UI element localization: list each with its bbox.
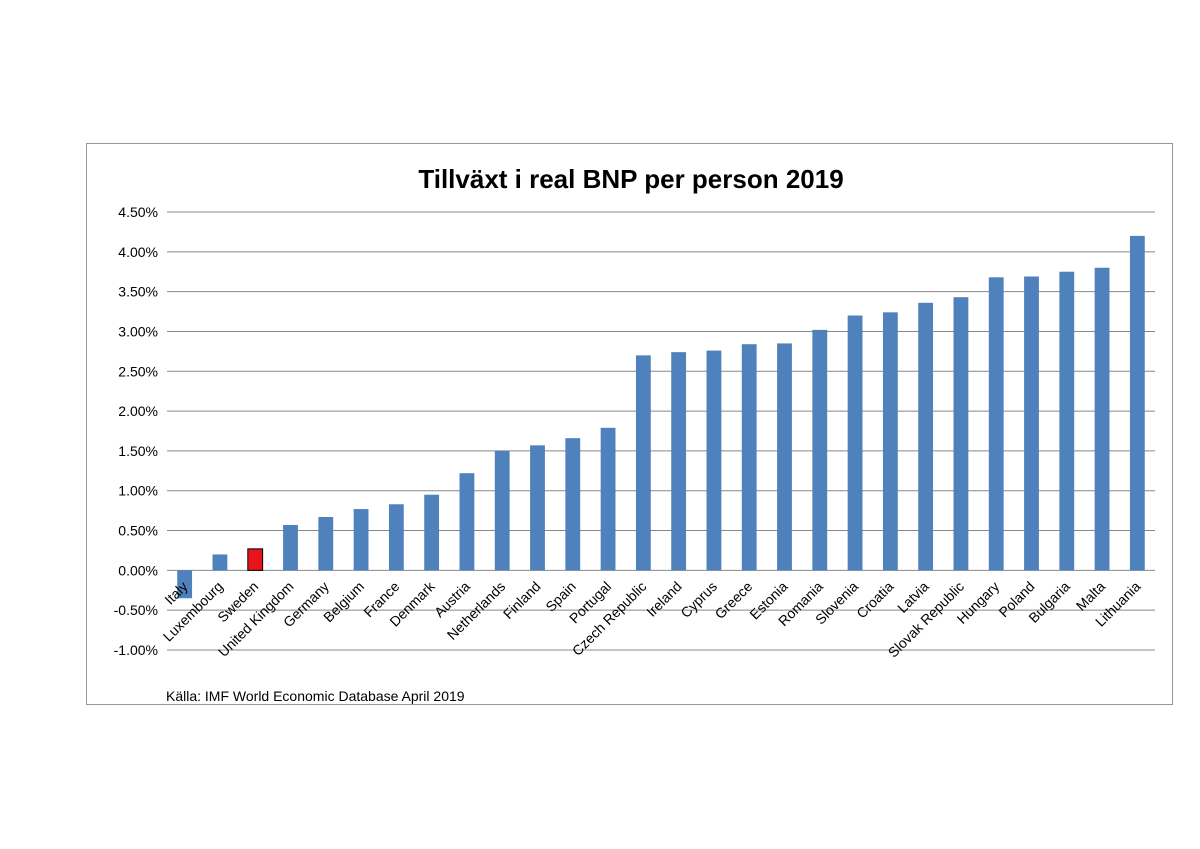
chart-title: Tillväxt i real BNP per person 2019 — [418, 164, 843, 194]
bar-bulgaria — [1059, 271, 1075, 571]
x-tick-label: Finland — [500, 578, 544, 622]
chart-frame: Tillväxt i real BNP per person 2019 -1.0… — [86, 143, 1173, 705]
y-tick-label: 4.00% — [118, 244, 158, 260]
y-tick-label: 1.00% — [118, 483, 158, 499]
x-tick-label: Ireland — [643, 578, 685, 620]
bar-germany — [318, 517, 334, 571]
bar-poland — [1024, 276, 1039, 571]
bar-lithuania — [1129, 235, 1145, 571]
y-tick-label: 3.00% — [118, 323, 158, 339]
bar-netherlands — [494, 450, 510, 571]
bar-estonia — [777, 343, 792, 571]
bar-portugal — [600, 427, 616, 571]
y-tick-label: 4.50% — [118, 204, 158, 220]
bar-slovak-republic — [953, 297, 969, 571]
bar-latvia — [918, 302, 934, 571]
bars — [177, 235, 1145, 599]
y-tick-label: 0.00% — [118, 562, 158, 578]
y-tick-label: 0.50% — [118, 523, 158, 539]
bar-greece — [741, 344, 757, 571]
bar-austria — [459, 473, 475, 571]
bar-france — [388, 504, 404, 571]
x-tick-label: Croatia — [853, 578, 896, 621]
bar-croatia — [882, 312, 898, 571]
x-tick-label: Greece — [712, 578, 756, 622]
bar-italy — [177, 570, 193, 599]
bar-belgium — [353, 509, 369, 571]
bar-czech-republic — [635, 355, 651, 571]
bar-finland — [530, 445, 545, 571]
y-tick-label: 2.00% — [118, 403, 158, 419]
y-tick-label: -1.00% — [114, 642, 158, 658]
bar-malta — [1094, 267, 1110, 571]
bar-romania — [812, 329, 828, 571]
source-note: Källa: IMF World Economic Database April… — [166, 688, 465, 704]
bar-hungary — [988, 277, 1004, 571]
bar-spain — [565, 438, 581, 571]
bar-united-kingdom — [283, 524, 298, 571]
y-tick-label: 1.50% — [118, 443, 158, 459]
y-tick-label: 2.50% — [118, 363, 158, 379]
bar-slovenia — [847, 315, 863, 571]
bar-luxembourg — [212, 554, 228, 571]
bar-sweden — [247, 548, 264, 571]
bar-denmark — [424, 494, 440, 571]
bar-chart: Tillväxt i real BNP per person 2019 -1.0… — [114, 164, 1155, 704]
x-tick-label: Cyprus — [677, 578, 720, 621]
bar-ireland — [671, 352, 687, 571]
y-axis-ticks: -1.00% -0.50% 0.00% 0.50% 1.00% 1.50% 2.00% 2.5… — [114, 204, 158, 658]
y-tick-label: 3.50% — [118, 284, 158, 300]
y-tick-label: -0.50% — [114, 602, 158, 618]
bar-cyprus — [706, 350, 722, 571]
